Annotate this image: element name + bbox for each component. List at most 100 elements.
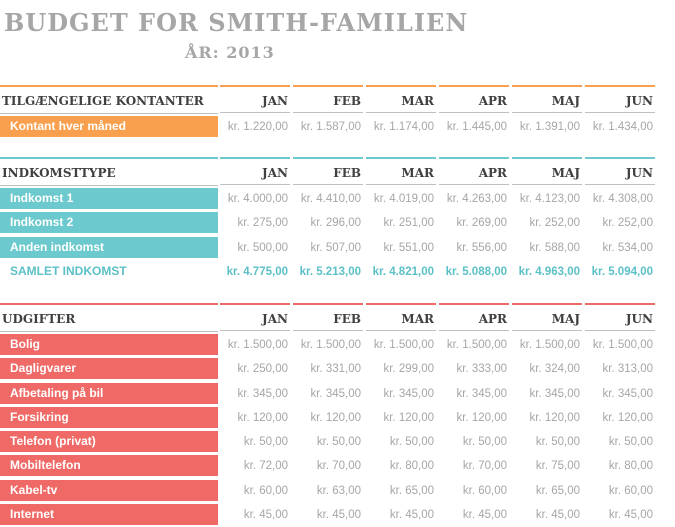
value-cell[interactable]: kr. 45,00 [462,509,507,522]
value-cell[interactable]: kr. 252,00 [602,217,653,230]
section-title: UDGIFTER [2,312,76,326]
value-cell[interactable]: kr. 60,00 [243,484,288,497]
row-label[interactable]: Indkomst 2 [0,212,218,234]
value-cell[interactable]: kr. 333,00 [456,363,507,376]
value-cell[interactable]: kr. 252,00 [529,217,580,230]
header-rule [0,303,218,305]
value-cell[interactable]: kr. 4.019,00 [373,193,434,205]
value-cell[interactable]: kr. 345,00 [456,387,507,400]
row-label[interactable]: Mobiltelefon [0,455,218,477]
table-row: Kontant hver måned kr. 1.220,00 kr. 1.587,… [0,115,675,139]
row-label[interactable]: SAMLET INDKOMST [10,263,127,278]
value-cell[interactable]: kr. 324,00 [529,363,580,376]
section-title: TILGÆNGELIGE KONTANTER [2,94,204,108]
value-cell[interactable]: kr. 5.213,00 [299,265,361,278]
value-cell[interactable]: kr. 120,00 [310,411,361,424]
value-cell[interactable]: kr. 345,00 [529,387,580,400]
value-cell[interactable]: kr. 1.500,00 [227,339,288,351]
value-cell[interactable]: kr. 120,00 [456,411,507,424]
value-cell[interactable]: kr. 345,00 [310,387,361,400]
value-cell[interactable]: kr. 4.410,00 [300,193,361,205]
month-header-maj: MAJ [512,85,582,113]
row-label[interactable]: Kontant hver måned [0,116,218,137]
value-cell[interactable]: kr. 45,00 [608,509,653,522]
value-cell[interactable]: kr. 1.434,00 [592,121,653,133]
row-label[interactable]: Kabel-tv [0,479,218,501]
cash-section: TILGÆNGELIGE KONTANTER JAN FEB MAR APR MAJ JUN… [0,85,675,139]
value-cell[interactable]: kr. 72,00 [243,460,288,473]
value-cell[interactable]: kr. 331,00 [310,363,361,376]
value-cell[interactable]: kr. 50,00 [389,436,434,449]
value-cell[interactable]: kr. 1.500,00 [592,339,653,351]
row-label[interactable]: Internet [0,504,218,526]
value-cell[interactable]: kr. 4.263,00 [446,193,507,205]
row-label[interactable]: Forsikring [0,406,218,428]
value-cell[interactable]: kr. 4.308,00 [592,193,653,205]
month-header-feb: FEB [293,157,363,185]
value-cell[interactable]: kr. 45,00 [389,509,434,522]
row-label[interactable]: Dagligvarer [0,358,218,380]
value-cell[interactable]: kr. 63,00 [316,484,361,497]
value-cell[interactable]: kr. 1.500,00 [300,339,361,351]
month-header-jun: JUN [585,85,655,113]
value-cell[interactable]: kr. 75,00 [535,460,580,473]
value-cell[interactable]: kr. 345,00 [237,387,288,400]
value-cell[interactable]: kr. 1.500,00 [373,339,434,351]
value-cell[interactable]: kr. 296,00 [310,217,361,230]
value-cell[interactable]: kr. 120,00 [529,411,580,424]
value-cell[interactable]: kr. 80,00 [389,460,434,473]
value-cell[interactable]: kr. 120,00 [237,411,288,424]
value-cell[interactable]: kr. 500,00 [237,241,288,254]
value-cell[interactable]: kr. 269,00 [456,217,507,230]
row-label[interactable]: Afbetaling på bil [0,382,218,404]
value-cell[interactable]: kr. 588,00 [529,241,580,254]
value-cell[interactable]: kr. 5.094,00 [591,265,653,278]
value-cell[interactable]: kr. 1.220,00 [227,121,288,133]
value-cell[interactable]: kr. 5.088,00 [445,265,507,278]
value-cell[interactable]: kr. 1.445,00 [446,121,507,133]
value-cell[interactable]: kr. 507,00 [310,241,361,254]
value-cell[interactable]: kr. 60,00 [462,484,507,497]
value-cell[interactable]: kr. 299,00 [383,363,434,376]
value-cell[interactable]: kr. 551,00 [383,241,434,254]
value-cell[interactable]: kr. 65,00 [389,484,434,497]
row-label[interactable]: Bolig [0,334,218,355]
value-cell[interactable]: kr. 80,00 [608,460,653,473]
value-cell[interactable]: kr. 556,00 [456,241,507,254]
value-cell[interactable]: kr. 120,00 [383,411,434,424]
value-cell[interactable]: kr. 345,00 [602,387,653,400]
value-cell[interactable]: kr. 50,00 [243,436,288,449]
value-cell[interactable]: kr. 45,00 [535,509,580,522]
row-label[interactable]: Anden indkomst [0,236,218,258]
value-cell[interactable]: kr. 70,00 [462,460,507,473]
value-cell[interactable]: kr. 4.963,00 [518,265,580,278]
value-cell[interactable]: kr. 4.123,00 [519,193,580,205]
value-cell[interactable]: kr. 50,00 [316,436,361,449]
value-cell[interactable]: kr. 1.500,00 [446,339,507,351]
value-cell[interactable]: kr. 345,00 [383,387,434,400]
value-cell[interactable]: kr. 120,00 [602,411,653,424]
value-cell[interactable]: kr. 4.775,00 [226,265,288,278]
value-cell[interactable]: kr. 1.500,00 [519,339,580,351]
value-cell[interactable]: kr. 50,00 [462,436,507,449]
value-cell[interactable]: kr. 45,00 [316,509,361,522]
value-cell[interactable]: kr. 50,00 [535,436,580,449]
value-cell[interactable]: kr. 4.000,00 [227,193,288,205]
value-cell[interactable]: kr. 60,00 [608,484,653,497]
row-label[interactable]: Telefon (privat) [0,431,218,453]
value-cell[interactable]: kr. 1.174,00 [373,121,434,133]
value-cell[interactable]: kr. 45,00 [243,509,288,522]
value-cell[interactable]: kr. 70,00 [316,460,361,473]
value-cell[interactable]: kr. 534,00 [602,241,653,254]
value-cell[interactable]: kr. 250,00 [237,363,288,376]
value-cell[interactable]: kr. 65,00 [535,484,580,497]
value-cell[interactable]: kr. 275,00 [237,217,288,230]
value-cell[interactable]: kr. 1.391,00 [519,121,580,133]
value-cell[interactable]: kr. 313,00 [602,363,653,376]
value-cell[interactable]: kr. 1.587,00 [300,121,361,133]
table-row: Afbetaling på bil kr. 345,00 kr. 345,00 kr.… [0,382,675,406]
value-cell[interactable]: kr. 50,00 [608,436,653,449]
row-label[interactable]: Indkomst 1 [0,188,218,209]
value-cell[interactable]: kr. 4.821,00 [372,265,434,278]
value-cell[interactable]: kr. 251,00 [383,217,434,230]
